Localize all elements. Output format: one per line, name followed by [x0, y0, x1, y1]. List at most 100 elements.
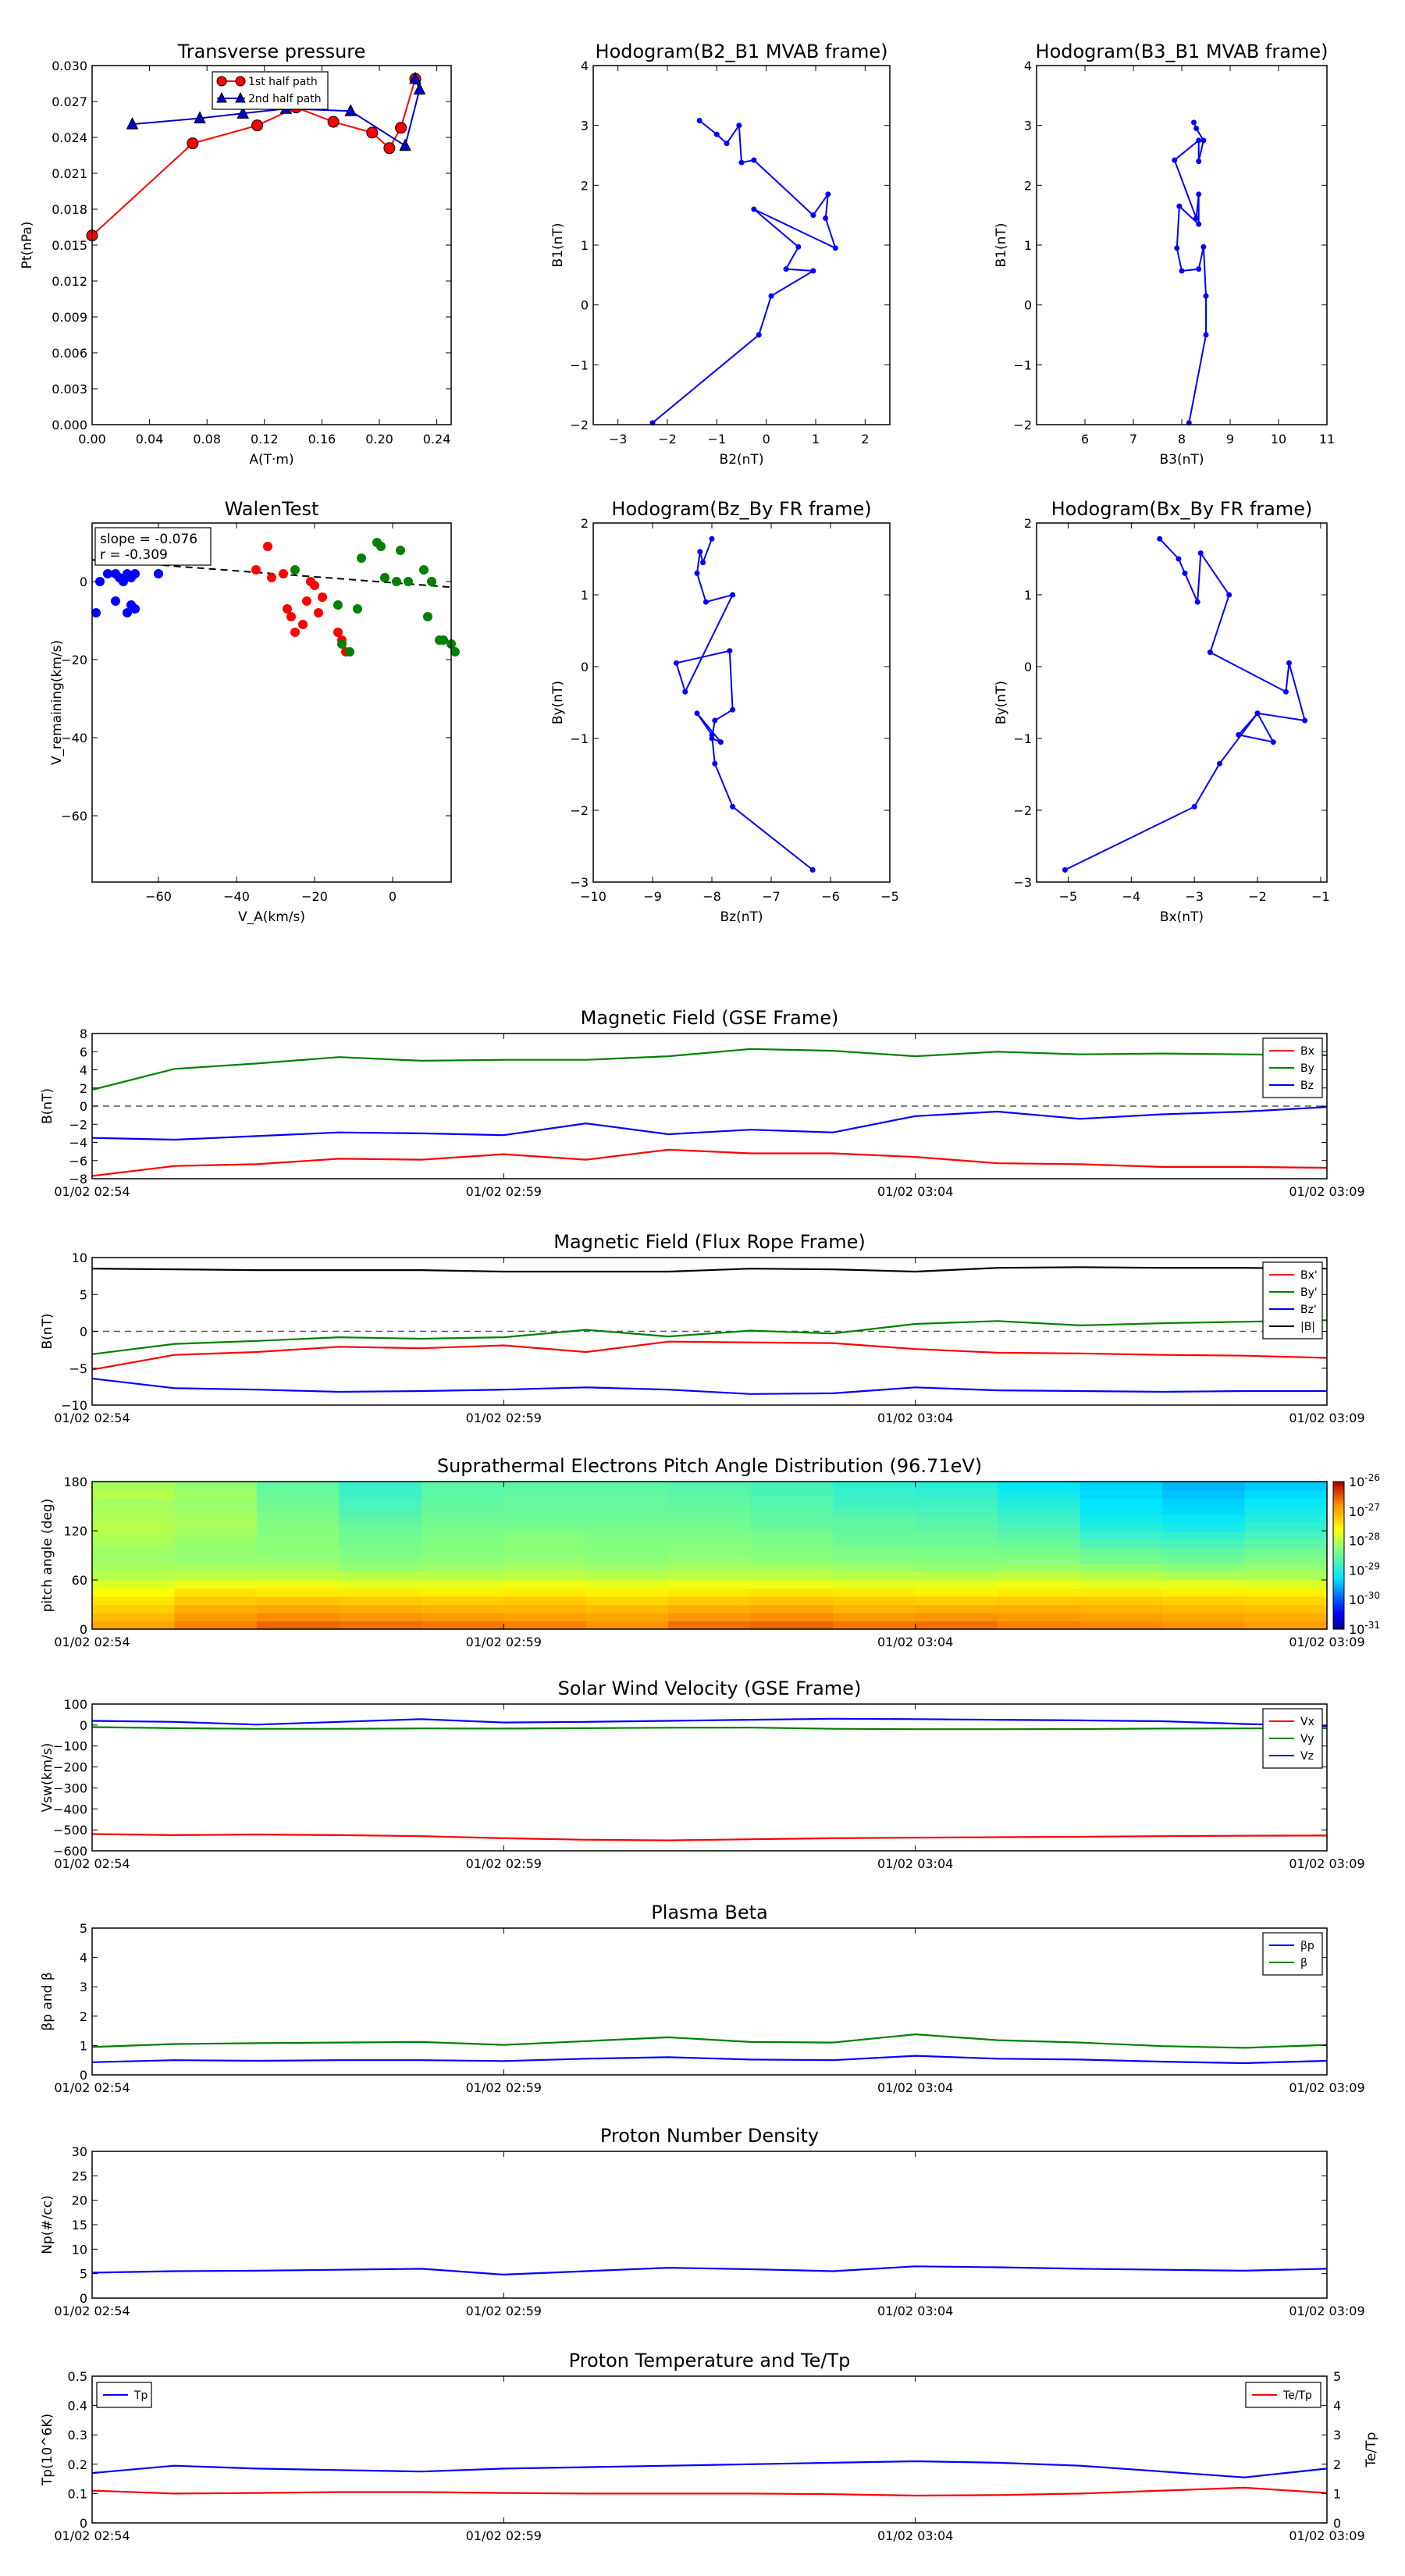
- heatmap-cell: [585, 1555, 669, 1564]
- colorbar-segment: [1333, 1553, 1344, 1557]
- data-point: [696, 118, 702, 124]
- right-y-axis-label: Te/Tp: [1364, 2432, 1379, 2468]
- heatmap-cell: [421, 1621, 504, 1630]
- heatmap-cell: [256, 1571, 340, 1581]
- colorbar-segment: [1333, 1611, 1344, 1615]
- y-axis-label: By(nT): [994, 681, 1009, 724]
- heatmap-cell: [503, 1482, 587, 1491]
- data-point: [290, 565, 300, 575]
- heatmap-cell: [421, 1547, 504, 1557]
- y-tick-label: 1: [80, 2038, 87, 2053]
- heatmap-cell: [750, 1555, 834, 1564]
- plot-frame: [91, 2375, 1328, 2524]
- heatmap-cell: [256, 1596, 340, 1606]
- heatmap-cell: [585, 1522, 669, 1532]
- heatmap-cell: [503, 1522, 587, 1532]
- x-tick-label: −2: [1248, 889, 1267, 904]
- y-tick-label: 10: [72, 2242, 87, 2257]
- x-tick-label: 0: [763, 432, 770, 447]
- y-tick-label: 1: [1024, 238, 1032, 253]
- heatmap-cell: [915, 1588, 998, 1597]
- series-line: [91, 2265, 1328, 2276]
- y-tick-label: 0.5: [68, 2369, 87, 2384]
- chart-title: Magnetic Field (GSE Frame): [581, 1007, 839, 1029]
- x-tick-label: 0.20: [365, 432, 393, 447]
- colorbar-segment: [1333, 1560, 1344, 1564]
- heatmap-cell: [915, 1555, 998, 1564]
- data-point: [1191, 803, 1197, 809]
- data-point: [1193, 126, 1200, 131]
- chart-title: Hodogram(Bx_By FR frame): [1051, 498, 1313, 520]
- y-tick-label: 0.027: [52, 94, 87, 109]
- y-tick-label: 15: [72, 2218, 87, 2233]
- y-tick-label: −300: [53, 1781, 87, 1795]
- heatmap-cell: [1244, 1621, 1328, 1630]
- x-tick-label: 01/02 03:09: [1289, 2528, 1364, 2543]
- data-point: [119, 577, 128, 586]
- heatmap-cell: [421, 1580, 504, 1589]
- heatmap-cell: [1244, 1555, 1328, 1564]
- series-line: [91, 1266, 1328, 1273]
- data-point: [809, 866, 816, 873]
- heatmap-cell: [1080, 1621, 1163, 1630]
- data-point: [1302, 717, 1308, 724]
- y-tick-label: 1: [581, 238, 589, 253]
- heatmap-cell: [1080, 1588, 1163, 1597]
- colorbar-segment: [1333, 1594, 1344, 1598]
- heatmap-cell: [174, 1588, 258, 1597]
- heatmap-cell: [998, 1522, 1081, 1532]
- data-point: [103, 569, 112, 578]
- data-point: [251, 565, 261, 575]
- heatmap-cell: [1080, 1580, 1163, 1589]
- y-tick-label: 0: [581, 660, 589, 674]
- data-point: [95, 577, 105, 586]
- data-point: [751, 157, 757, 163]
- heatmap-cell: [503, 1588, 587, 1597]
- heatmap-cell: [174, 1580, 258, 1589]
- colorbar-segment: [1333, 1538, 1344, 1542]
- heatmap-cell: [585, 1571, 669, 1581]
- heatmap-cell: [915, 1514, 998, 1524]
- series-line: [91, 1106, 1328, 1141]
- heatmap-cell: [503, 1621, 587, 1630]
- plot-frame: [592, 65, 891, 425]
- heatmap-cell: [1244, 1506, 1328, 1515]
- series-line: [91, 1319, 1328, 1355]
- chart-panel-6: Hodogram(Bx_By FR frame) −3 −2 −1 0 1 2 −5 −4 −3 −…: [994, 498, 1330, 925]
- y-axis-label: Tp(10^6K): [40, 2414, 55, 2486]
- data-point: [337, 639, 347, 649]
- colorbar-segment: [1333, 1531, 1344, 1534]
- heatmap-cell: [833, 1580, 916, 1589]
- heatmap-cell: [998, 1604, 1081, 1614]
- x-tick-label: 01/02 03:04: [877, 2304, 953, 2318]
- data-point: [825, 191, 831, 197]
- colorbar-segment: [1333, 1493, 1344, 1497]
- y-tick-label: 0: [1024, 660, 1032, 674]
- x-tick-label: 01/02 02:59: [466, 1411, 542, 1425]
- colorbar-segment: [1333, 1557, 1344, 1561]
- heatmap-cell: [1244, 1482, 1328, 1491]
- x-axis-label: Bz(nT): [720, 909, 763, 925]
- heatmap-cell: [1244, 1571, 1328, 1581]
- y-tick-label: 0.015: [52, 238, 87, 253]
- y-tick-label: 20: [72, 2194, 87, 2208]
- heatmap-cell: [339, 1555, 422, 1564]
- x-tick-label: −6: [821, 889, 840, 904]
- colorbar-tick-label: 10-27: [1349, 1502, 1380, 1519]
- data-point: [333, 600, 343, 610]
- heatmap-cell: [421, 1489, 504, 1499]
- data-point: [1196, 158, 1202, 165]
- y-tick-label: −60: [61, 809, 87, 824]
- heatmap-cell: [750, 1621, 834, 1630]
- y-tick-label: 2: [1024, 178, 1032, 193]
- legend-label: Tp: [133, 2389, 148, 2402]
- heatmap-cell: [668, 1613, 752, 1622]
- heatmap-cell: [1162, 1596, 1246, 1606]
- heatmap-cell: [421, 1514, 504, 1524]
- y-tick-label: 0: [80, 1325, 87, 1340]
- x-tick-label: 7: [1129, 432, 1137, 447]
- y-tick-label: 3: [80, 1980, 87, 1994]
- heatmap-cell: [503, 1571, 587, 1581]
- heatmap-cell: [174, 1564, 258, 1573]
- data-point: [700, 560, 706, 566]
